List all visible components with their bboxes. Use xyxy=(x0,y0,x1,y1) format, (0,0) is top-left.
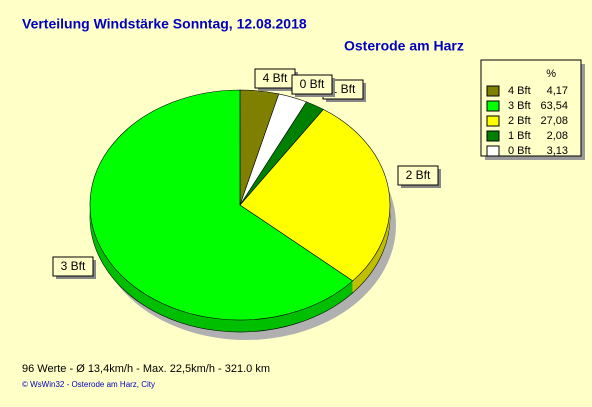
slice xyxy=(239,109,391,282)
slice xyxy=(239,93,307,206)
legend-swatch xyxy=(486,145,500,157)
legend-header: % xyxy=(546,68,556,80)
label-box xyxy=(397,165,439,186)
legend-swatch xyxy=(486,85,500,97)
legend-value: 2,08 xyxy=(547,130,568,142)
pie xyxy=(89,89,396,340)
legend-label: 2 Bft xyxy=(508,115,531,127)
slice-labels: 3 Bft 2 Bft 1 Bft 4 Bft 0 Bft xyxy=(52,68,441,279)
legend-value: 63,54 xyxy=(540,100,568,112)
legend-swatch xyxy=(486,100,500,112)
legend-value: 3,13 xyxy=(547,145,568,157)
legend-value: 4,17 xyxy=(547,85,568,97)
slice xyxy=(89,89,354,321)
legend-label: 1 Bft xyxy=(508,130,531,142)
credit: © WsWin32 - Osterode am Harz, City xyxy=(22,380,155,389)
legend-label: 0 Bft xyxy=(508,145,531,157)
legend-swatch xyxy=(486,130,500,142)
slice-label: 4 Bft xyxy=(263,71,288,85)
slice-label: 1 Bft xyxy=(331,82,356,96)
slice-label: 2 Bft xyxy=(406,168,431,182)
legend-label: 4 Bft xyxy=(508,85,531,97)
slice-label: 0 Bft xyxy=(300,77,325,91)
label-box xyxy=(52,256,94,277)
chart-subtitle: Osterode am Harz xyxy=(344,38,464,54)
label-box xyxy=(291,74,333,95)
legend-swatch xyxy=(486,115,500,127)
legend-value: 27,08 xyxy=(540,115,568,127)
slice-label: 3 Bft xyxy=(61,259,86,273)
chart-title: Verteilung Windstärke Sonntag, 12.08.201… xyxy=(22,16,307,32)
legend-label: 3 Bft xyxy=(508,100,531,112)
footer: 96 Werte - Ø 13,4km/h - Max. 22,5km/h - … xyxy=(22,363,270,375)
legend: 4 Bft 4,17 3 Bft 63,54 2 Bft 27,08 1 Bft 2,08 0 … xyxy=(486,85,568,157)
